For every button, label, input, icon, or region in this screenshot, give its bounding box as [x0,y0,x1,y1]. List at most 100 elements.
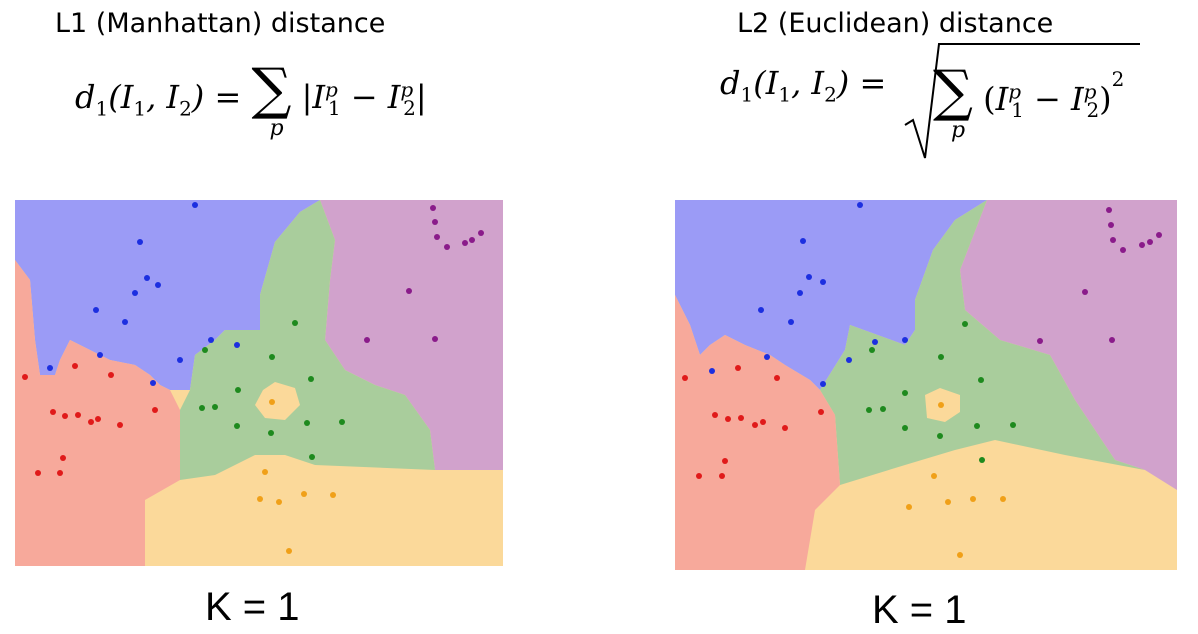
point [712,412,718,418]
point [957,552,963,558]
point [212,404,218,410]
point [902,390,908,396]
point [309,454,315,460]
l1-orange-island [255,382,300,420]
point [938,402,944,408]
point [1037,338,1043,344]
point [150,380,156,386]
point [478,230,484,236]
point [202,347,208,353]
point [276,499,282,505]
point [269,399,275,405]
point [1000,496,1006,502]
l1-purple-region [320,200,503,470]
point [155,282,161,288]
point [752,422,758,428]
point [978,377,984,383]
l2-blue-region [675,200,987,390]
point [970,496,976,502]
point [764,354,770,360]
point [1108,222,1114,228]
point [719,473,725,479]
point [268,430,274,436]
point [818,409,824,415]
point [257,496,263,502]
left-k-caption: K = 1 [205,585,300,629]
point [35,470,41,476]
point [122,319,128,325]
point [304,420,310,426]
point [1106,207,1112,213]
point [962,321,968,327]
l2-formula: d1(I1, I2) = [720,64,887,107]
point [132,290,138,296]
point [820,279,826,285]
point [95,416,101,422]
point [308,376,314,382]
point [937,433,943,439]
l2-purple-region [960,200,1177,490]
point [866,407,872,413]
point [1147,239,1153,245]
point [137,239,143,245]
point [72,363,78,369]
point [846,357,852,363]
sum-symbol: ∑ p [251,57,292,141]
l2-formula-radicand: ∑ p (Ip1 − Ip2)2 [933,59,1125,143]
l1-decision-map [15,200,503,566]
point [1139,242,1145,248]
left-panel-title: L1 (Manhattan) distance [55,8,386,39]
sqrt-symbol [904,43,1140,159]
point [738,415,744,421]
point [192,202,198,208]
point [60,455,66,461]
l1-red-region [15,260,180,566]
right-panel-title: L2 (Euclidean) distance [737,8,1054,39]
point [709,368,715,374]
sum-symbol-2: ∑ p [933,59,973,143]
point [93,307,99,313]
point [262,469,268,475]
point [22,374,28,380]
l1-points [22,202,484,554]
point [722,458,728,464]
point [234,342,240,348]
point [269,354,275,360]
point [696,473,702,479]
point [286,548,292,554]
l1-formula: d1(I1, I2) = ∑ p |Ip1 − Ip2| [75,57,427,141]
point [88,419,94,425]
point [1110,237,1116,243]
point [292,320,298,326]
point [199,405,205,411]
point [800,238,806,244]
point [931,473,937,479]
point [434,234,440,240]
point [725,416,731,422]
l2-points [682,202,1162,558]
l1-green-region [180,200,435,480]
point [902,337,908,343]
point [50,409,56,415]
point [208,337,214,343]
l2-decision-map [675,200,1177,570]
point [872,339,878,345]
point [682,375,688,381]
point [108,372,114,378]
point [57,470,63,476]
point [1010,422,1016,428]
point [62,413,68,419]
point [339,419,345,425]
point [1120,247,1126,253]
point [144,275,150,281]
point [760,419,766,425]
point [788,319,794,325]
point [462,240,468,246]
point [432,336,438,342]
point [979,457,985,463]
l1-blue-region [15,200,320,390]
point [906,504,912,510]
point [234,423,240,429]
point [432,219,438,225]
point [444,244,450,250]
